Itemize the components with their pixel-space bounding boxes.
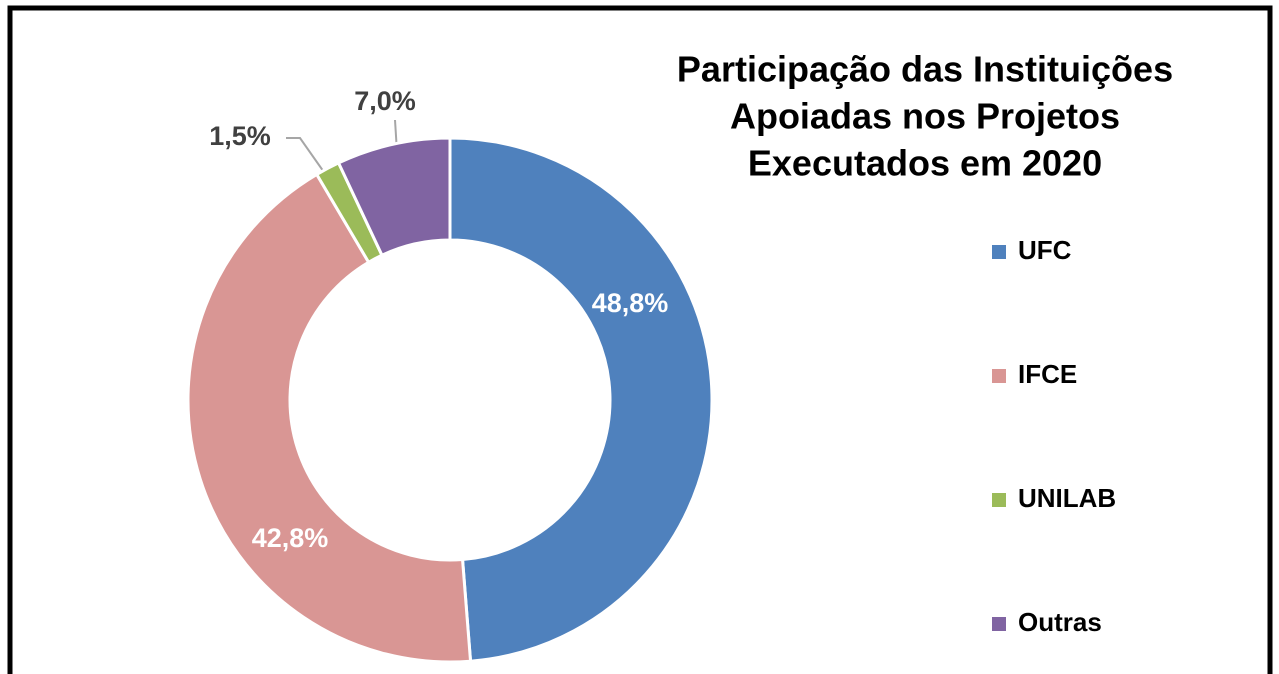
chart-title: Apoiadas nos Projetos: [730, 96, 1120, 137]
slice: [186, 172, 473, 664]
legend-swatch: [992, 245, 1006, 259]
data-label: 1,5%: [209, 121, 271, 151]
legend-label: UNILAB: [1018, 483, 1116, 513]
legend-swatch: [992, 369, 1006, 383]
legend-swatch: [992, 493, 1006, 507]
data-label: 42,8%: [252, 523, 329, 553]
data-label: 7,0%: [354, 86, 416, 116]
slice: [336, 136, 452, 258]
legend-label: UFC: [1018, 235, 1072, 265]
slice: [448, 136, 714, 663]
chart-title: Executados em 2020: [748, 143, 1102, 184]
data-label: 48,8%: [592, 288, 669, 318]
chart-title: Participação das Instituições: [677, 49, 1173, 90]
legend-swatch: [992, 617, 1006, 631]
legend-label: Outras: [1018, 607, 1102, 637]
legend-label: IFCE: [1018, 359, 1077, 389]
